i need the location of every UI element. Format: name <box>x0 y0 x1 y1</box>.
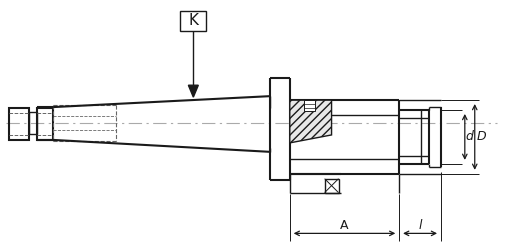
Text: D: D <box>477 130 487 144</box>
Bar <box>37 108 53 140</box>
Text: d: d <box>466 130 474 144</box>
Text: K: K <box>188 13 199 28</box>
Bar <box>9 108 30 140</box>
Bar <box>325 179 338 193</box>
Bar <box>30 112 37 134</box>
Polygon shape <box>188 85 199 97</box>
Bar <box>180 11 206 31</box>
Text: A: A <box>340 219 349 232</box>
Polygon shape <box>290 100 331 143</box>
Text: l: l <box>418 219 422 232</box>
Bar <box>304 100 315 111</box>
